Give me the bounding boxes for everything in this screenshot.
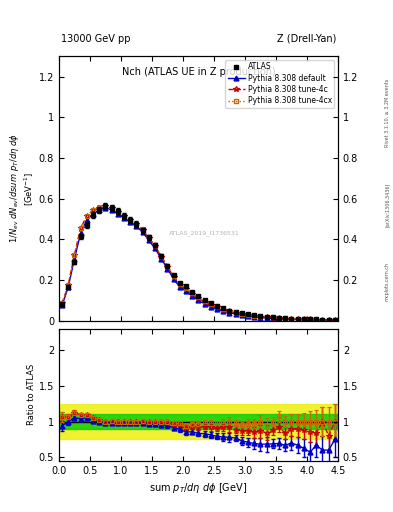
Bar bbox=[59, 414, 338, 429]
Y-axis label: Ratio to ATLAS: Ratio to ATLAS bbox=[27, 364, 36, 425]
X-axis label: sum $p_T/d\eta\ d\phi$ [GeV]: sum $p_T/d\eta\ d\phi$ [GeV] bbox=[149, 481, 248, 495]
Text: mcplots.cern.ch: mcplots.cern.ch bbox=[385, 262, 389, 301]
Text: 13000 GeV pp: 13000 GeV pp bbox=[61, 33, 130, 44]
Text: Nch (ATLAS UE in Z production): Nch (ATLAS UE in Z production) bbox=[121, 67, 275, 77]
Text: ATLAS_2019_I1736531: ATLAS_2019_I1736531 bbox=[169, 230, 239, 237]
Text: [arXiv:1306.3436]: [arXiv:1306.3436] bbox=[385, 183, 389, 227]
Text: Z (Drell-Yan): Z (Drell-Yan) bbox=[277, 33, 336, 44]
Text: Rivet 3.1.10, ≥ 3.2M events: Rivet 3.1.10, ≥ 3.2M events bbox=[385, 78, 389, 147]
Legend: ATLAS, Pythia 8.308 default, Pythia 8.308 tune-4c, Pythia 8.308 tune-4cx: ATLAS, Pythia 8.308 default, Pythia 8.30… bbox=[226, 60, 334, 108]
Y-axis label: $1/N_{ev}\ dN_{ev}/dsum\ p_T/d\eta\ d\phi$
$[\mathrm{GeV}^{-1}]$: $1/N_{ev}\ dN_{ev}/dsum\ p_T/d\eta\ d\ph… bbox=[8, 134, 36, 244]
Bar bbox=[59, 403, 338, 439]
